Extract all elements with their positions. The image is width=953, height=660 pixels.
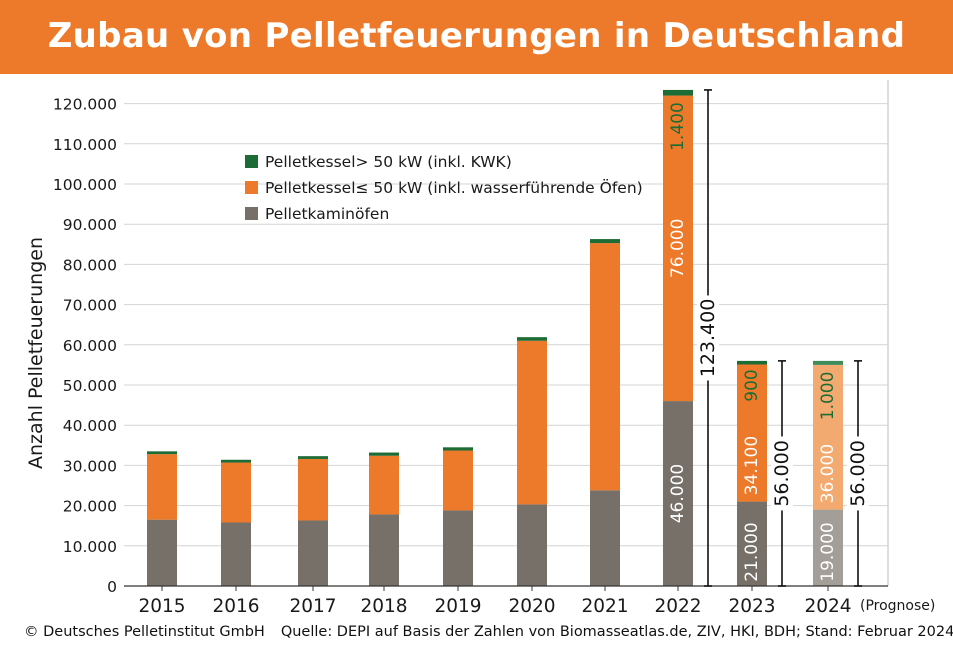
segment-value-label: 19.000 [818, 522, 838, 581]
total-label-bg [847, 436, 869, 511]
legend-swatch [245, 155, 258, 168]
bar-segment [590, 243, 620, 491]
bar-segment [147, 454, 177, 520]
segment-value-label: 21.000 [742, 522, 762, 581]
y-axis-title: Anzahl Pelletfeuerungen [25, 237, 47, 469]
segment-value-label: 1.400 [668, 102, 688, 151]
y-tick-label: 80.000 [63, 256, 117, 274]
segment-value-label: 46.000 [668, 464, 688, 523]
bar-segment [737, 364, 767, 502]
footer: © Deutsches Pelletinstitut GmbH Quelle: D… [24, 624, 953, 640]
y-tick-label: 100.000 [53, 176, 117, 194]
legend-swatch [245, 181, 258, 194]
bar-segment [369, 452, 399, 456]
bar-segment [443, 450, 473, 511]
total-label-bg [771, 436, 793, 511]
y-tick-label: 0 [107, 578, 117, 596]
legend-swatch [245, 207, 258, 220]
copyright-text: © Deutsches Pelletinstitut GmbH [24, 624, 265, 640]
legend-label: Pelletkaminöfen [265, 205, 389, 223]
bar-segment [517, 504, 547, 586]
y-tick-label: 20.000 [63, 498, 117, 516]
bar-segment [663, 95, 693, 402]
segment-value-label: 76.000 [668, 219, 688, 278]
y-tick-label: 30.000 [63, 457, 117, 475]
y-tick-label: 120.000 [53, 96, 117, 114]
x-tick-label: 2024 [804, 596, 851, 617]
bar-segment [147, 451, 177, 455]
x-tick-label: 2015 [138, 596, 185, 617]
chart-title: Zubau von Pelletfeuerungen in Deutschlan… [47, 16, 906, 56]
x-tick-label: 2018 [360, 596, 407, 617]
x-tick-label: 2023 [728, 596, 775, 617]
bar-segment [147, 519, 177, 586]
bar-segment [443, 510, 473, 586]
y-tick-label: 90.000 [63, 216, 117, 234]
segment-value-label: 34.100 [742, 436, 762, 495]
bar-segment [663, 401, 693, 586]
segment-value-label: 1.000 [818, 372, 838, 421]
bar-segment [517, 340, 547, 505]
bar-segment [298, 520, 328, 586]
bar-segment [590, 239, 620, 244]
x-tick-label: 2019 [434, 596, 481, 617]
y-tick-label: 10.000 [63, 538, 117, 556]
bar-segment [443, 447, 473, 451]
total-label-bg [697, 295, 719, 381]
y-tick-label: 110.000 [53, 136, 117, 154]
bar-segment [221, 459, 251, 463]
bar-segment [590, 490, 620, 586]
bar-segment [298, 456, 328, 459]
segment-value-label: 900 [742, 369, 762, 401]
bar-segment [517, 337, 547, 341]
legend-label: Pelletkessel≤ 50 kW (inkl. wasserführend… [265, 178, 643, 197]
prognose-note: (Prognose) [860, 598, 935, 614]
y-tick-label: 60.000 [63, 337, 117, 355]
y-tick-label: 70.000 [63, 297, 117, 315]
x-tick-label: 2020 [508, 596, 555, 617]
x-tick-label: 2022 [654, 596, 701, 617]
x-tick-label: 2017 [289, 596, 336, 617]
bar-segment [813, 364, 843, 510]
total-label: 56.000 [771, 440, 793, 506]
bar-segment [813, 360, 843, 365]
title-banner: Zubau von Pelletfeuerungen in Deutschlan… [0, 0, 953, 74]
bar-segment [813, 509, 843, 586]
y-tick-label: 40.000 [63, 417, 117, 435]
total-label: 56.000 [847, 440, 869, 506]
bar-segment [369, 514, 399, 586]
x-tick-label: 2016 [212, 596, 259, 617]
x-tick-label: 2021 [581, 596, 628, 617]
total-label: 123.400 [697, 299, 719, 378]
bar-segment [298, 458, 328, 521]
legend-label: Pelletkessel> 50 kW (inkl. KWK) [265, 153, 512, 171]
bar-segment [737, 360, 767, 365]
bar-segment [369, 455, 399, 515]
y-tick-label: 50.000 [63, 377, 117, 395]
bar-segment [663, 89, 693, 96]
bar-segment [221, 522, 251, 586]
bar-segment [221, 462, 251, 523]
bar-segment [737, 501, 767, 586]
source-text: Quelle: DEPI auf Basis der Zahlen von Bi… [280, 624, 953, 640]
segment-value-label: 36.000 [818, 444, 838, 503]
